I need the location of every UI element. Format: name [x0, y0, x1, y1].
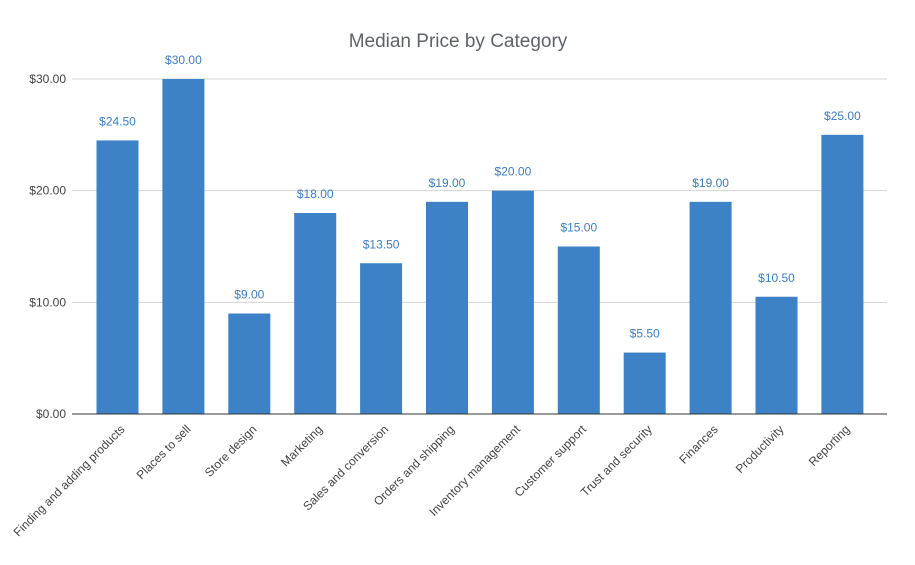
- data-label: $15.00: [560, 221, 597, 235]
- data-label: $20.00: [495, 165, 532, 179]
- data-label: $25.00: [824, 109, 861, 123]
- data-label: $24.50: [99, 114, 136, 128]
- data-label: $18.00: [297, 187, 334, 201]
- chart-title: Median Price by Category: [349, 31, 568, 52]
- x-tick-label: Trust and security: [578, 422, 655, 499]
- bar: [426, 201, 468, 414]
- x-tick-label: Finances: [676, 422, 720, 466]
- x-tick-label: Customer support: [512, 422, 590, 500]
- x-axis-ticks: Finding and adding products Places to sel…: [11, 422, 853, 539]
- bar: [623, 352, 666, 414]
- bars: [96, 79, 864, 415]
- y-tick-label: $30.00: [29, 72, 66, 86]
- bar: [360, 263, 403, 414]
- x-tick-label: Places to sell: [134, 422, 194, 482]
- bar: [689, 201, 732, 414]
- data-label: $10.50: [758, 271, 795, 285]
- data-label: $9.00: [234, 288, 264, 302]
- data-labels: $24.50 $30.00 $9.00 $18.00 $13.50 $19.00 $20.0…: [99, 53, 861, 341]
- data-label: $19.00: [429, 176, 466, 190]
- bar: [557, 246, 600, 414]
- bar: [755, 296, 798, 414]
- bar: [228, 313, 271, 414]
- data-label: $19.00: [692, 176, 729, 190]
- x-tick-label: Productivity: [733, 422, 787, 476]
- y-tick-label: $20.00: [29, 184, 66, 198]
- bar: [821, 134, 864, 415]
- bar: [491, 190, 534, 414]
- x-tick-label: Finding and adding products: [11, 422, 128, 539]
- y-tick-label: $0.00: [36, 407, 66, 421]
- gridlines: [72, 78, 887, 303]
- y-tick-label: $10.00: [29, 295, 66, 309]
- data-label: $30.00: [165, 53, 202, 67]
- y-axis-ticks: $0.00 $10.00 $20.00 $30.00: [29, 72, 66, 421]
- x-tick-label: Store design: [202, 422, 260, 480]
- bar: [162, 79, 205, 414]
- bar: [96, 140, 139, 414]
- data-label: $13.50: [363, 237, 400, 251]
- x-tick-label: Reporting: [806, 422, 853, 469]
- bar: [294, 213, 337, 414]
- data-label: $5.50: [630, 327, 660, 341]
- x-tick-label: Marketing: [278, 422, 325, 469]
